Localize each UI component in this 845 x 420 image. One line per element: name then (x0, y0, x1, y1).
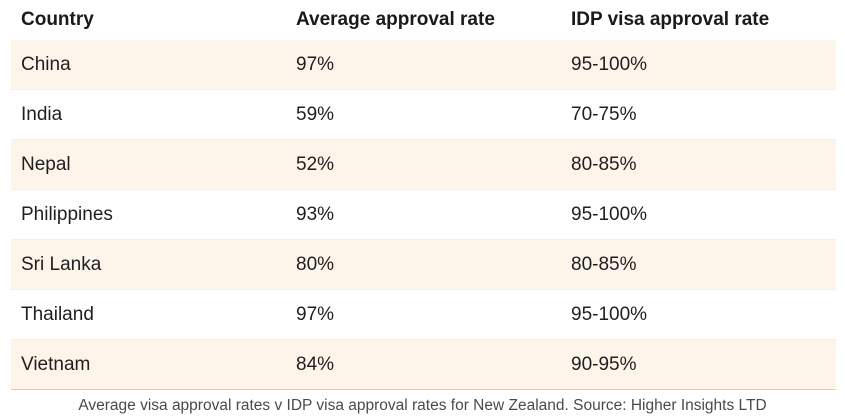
average-rate-cell: 52% (296, 153, 335, 175)
average-rate-cell: 97% (296, 53, 335, 75)
country-cell: Philippines (21, 203, 113, 225)
average-rate-cell: 59% (296, 103, 335, 125)
table-header-row: Country Average approval rate IDP visa a… (11, 0, 836, 40)
table-row: Vietnam 84% 90-95% (11, 340, 836, 390)
table-caption: Average visa approval rates v IDP visa a… (78, 397, 767, 414)
table-row: India 59% 70-75% (11, 90, 836, 140)
idp-rate-cell: 95-100% (571, 203, 648, 225)
average-rate-cell: 80% (296, 253, 335, 275)
table-row: Sri Lanka 80% 80-85% (11, 240, 836, 290)
country-cell: Nepal (21, 153, 71, 175)
table-row: Philippines 93% 95-100% (11, 190, 836, 240)
average-rate-cell: 97% (296, 303, 335, 325)
table-row: Thailand 97% 95-100% (11, 290, 836, 340)
country-cell: India (21, 103, 63, 125)
table-row: Nepal 52% 80-85% (11, 140, 836, 190)
country-cell: Vietnam (21, 353, 91, 375)
country-cell: China (21, 53, 71, 75)
average-rate-cell: 84% (296, 353, 335, 375)
idp-rate-cell: 95-100% (571, 303, 648, 325)
header-idp-visa-approval-rate: IDP visa approval rate (571, 9, 770, 30)
idp-rate-cell: 70-75% (571, 103, 637, 125)
header-average-approval-rate: Average approval rate (296, 9, 495, 30)
average-rate-cell: 93% (296, 203, 335, 225)
table-row: China 97% 95-100% (11, 40, 836, 90)
country-cell: Sri Lanka (21, 253, 102, 275)
approval-rates-table: Country Average approval rate IDP visa a… (11, 0, 836, 390)
idp-rate-cell: 95-100% (571, 53, 648, 75)
header-country: Country (21, 9, 94, 30)
idp-rate-cell: 90-95% (571, 353, 637, 375)
idp-rate-cell: 80-85% (571, 253, 637, 275)
country-cell: Thailand (21, 303, 94, 325)
idp-rate-cell: 80-85% (571, 153, 637, 175)
